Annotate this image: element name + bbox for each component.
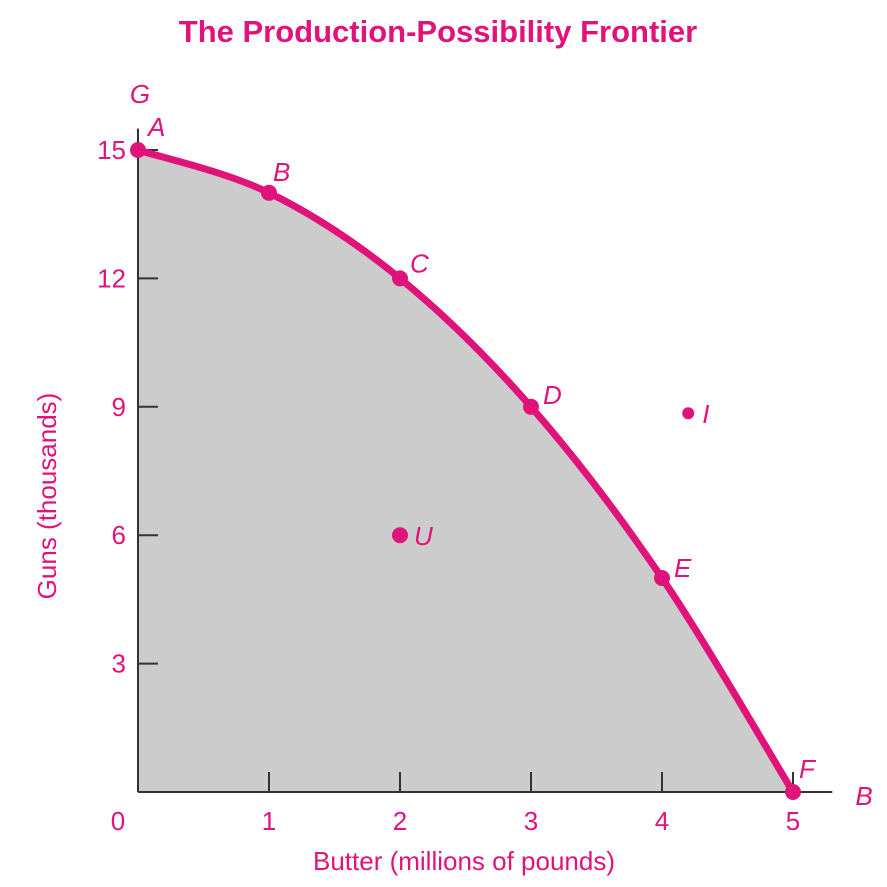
origin-label: 0: [111, 806, 125, 836]
point-label: F: [799, 754, 817, 784]
point-label: A: [146, 112, 165, 142]
y-tick-label: 15: [97, 135, 126, 165]
x-axis-letter: B: [855, 781, 872, 811]
y-tick-label: 9: [112, 392, 126, 422]
point-label: U: [414, 521, 433, 551]
point-u: [392, 527, 408, 544]
chart-title: The Production-Possibility Frontier: [179, 14, 697, 49]
point-label: E: [674, 553, 692, 583]
frontier-point: [785, 784, 801, 800]
x-tick-label: 4: [655, 806, 669, 836]
y-tick-label: 12: [97, 263, 126, 293]
frontier-point: [523, 398, 539, 415]
point-label: B: [273, 157, 290, 187]
point-label: I: [702, 399, 709, 429]
x-tick-label: 3: [524, 806, 538, 836]
y-axis-label: Guns (thousands): [32, 393, 62, 600]
y-tick-label: 6: [112, 520, 126, 550]
point-label: C: [410, 248, 429, 278]
frontier-point: [130, 142, 146, 158]
frontier-point: [654, 570, 670, 586]
frontier-point: [261, 184, 277, 201]
x-axis-label: Butter (millions of pounds): [313, 846, 615, 876]
y-tick-label: 3: [112, 649, 126, 679]
x-tick-label: 5: [786, 806, 800, 836]
x-tick-label: 2: [393, 806, 407, 836]
point-i: [682, 407, 695, 420]
point-label: D: [543, 380, 562, 410]
y-axis-letter: G: [130, 79, 150, 109]
frontier-point: [392, 270, 408, 287]
shaded-region: [138, 150, 793, 792]
x-tick-label: 1: [262, 806, 276, 836]
